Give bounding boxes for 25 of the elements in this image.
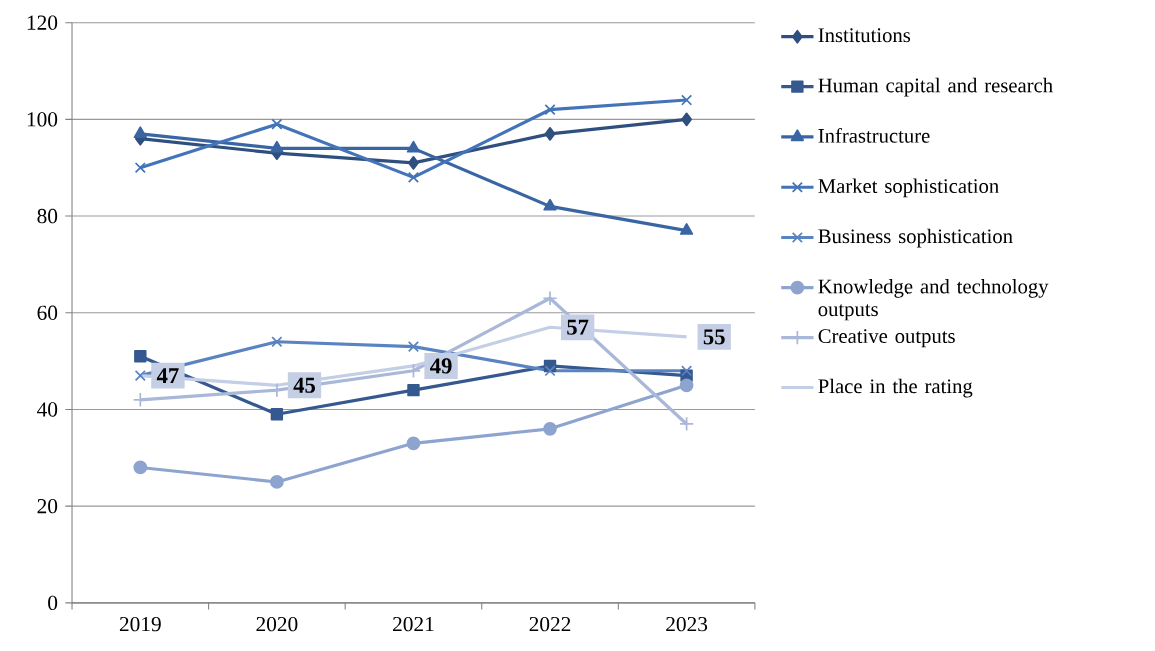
x-tick-label: 2021	[393, 616, 434, 632]
y-tick-label: 40	[37, 402, 58, 417]
x-tick-label: 2023	[666, 616, 708, 632]
x-tick-label: 2020	[256, 616, 298, 632]
y-tick-label: 0	[48, 595, 58, 611]
x-tick-label: 2022	[529, 616, 571, 632]
legend-label: Business sophistication	[818, 228, 1013, 248]
legend-label: Human capital and research	[818, 77, 1053, 97]
legend-label: Knowledge and technology outputs	[818, 278, 1049, 321]
data-label: 49	[430, 358, 452, 374]
y-tick-label: 100	[27, 112, 58, 127]
data-label: 55	[703, 329, 725, 345]
legend-label: Infrastructure	[818, 128, 930, 143]
y-tick-label: 120	[27, 15, 58, 30]
legend-label: Institutions	[818, 28, 911, 43]
legend-label: Creative outputs	[818, 329, 955, 348]
data-label: 57	[567, 319, 589, 335]
y-tick-label: 20	[37, 499, 58, 514]
data-label: 45	[293, 377, 315, 393]
legend-label: Market sophistication	[818, 178, 999, 198]
legend-label: Place in the rating	[818, 378, 973, 398]
data-label: 47	[156, 368, 179, 384]
y-tick-label: 60	[37, 305, 58, 321]
y-tick-label: 80	[37, 208, 58, 224]
x-tick-label: 2019	[119, 616, 161, 632]
